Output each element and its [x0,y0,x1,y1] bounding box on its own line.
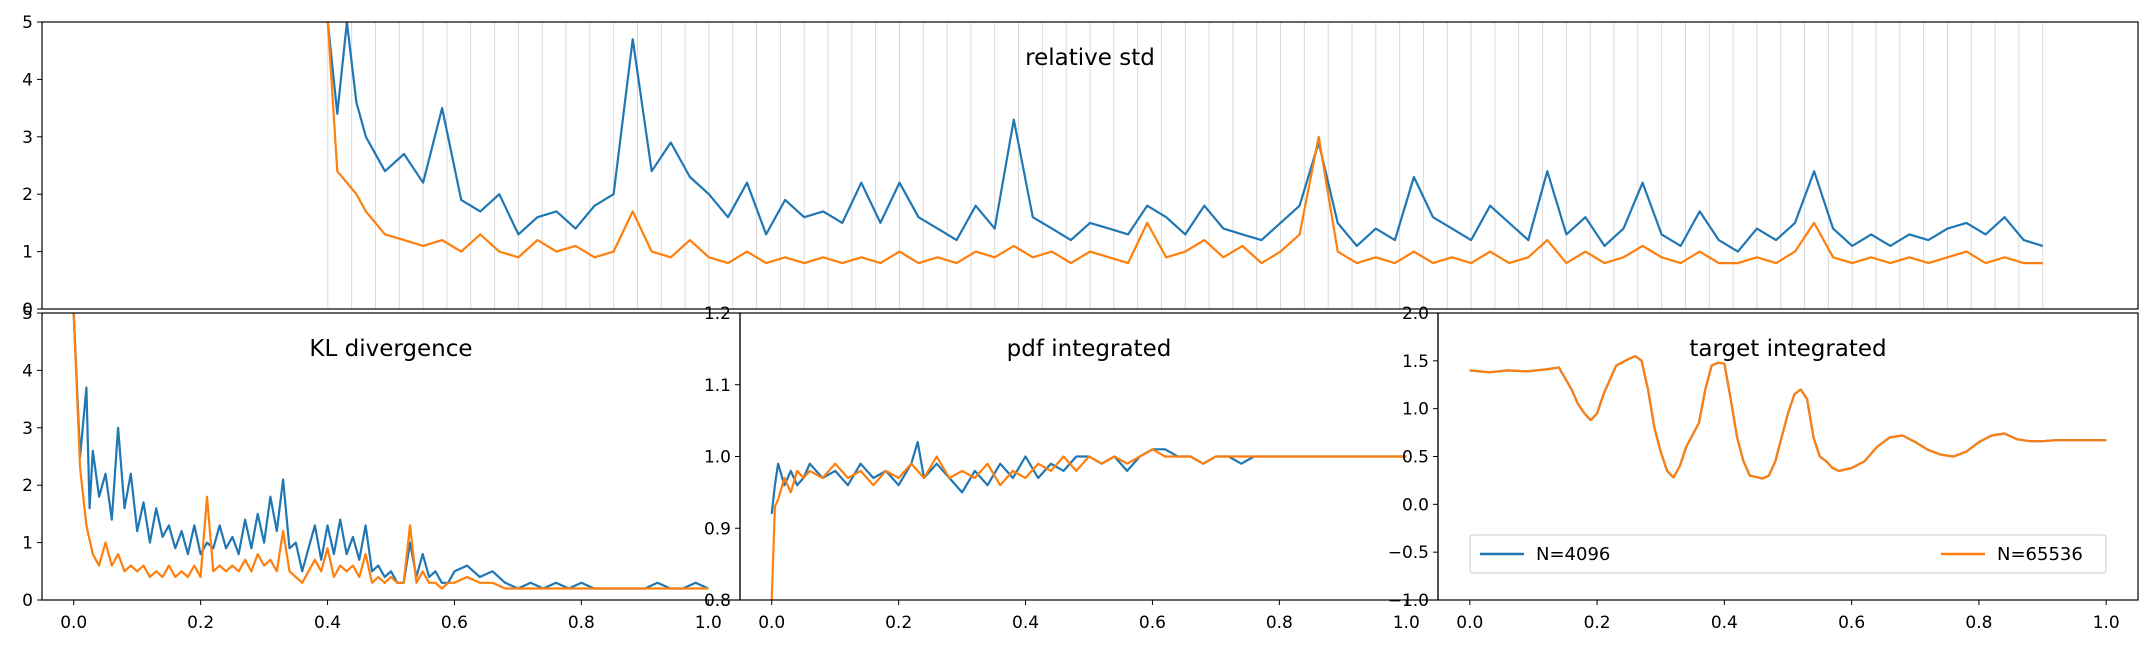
legend-label-n65536: N=65536 [1997,544,2083,565]
y-tick-label: 1.0 [1402,400,1429,420]
y-tick-label: 4 [22,361,33,381]
series-line-n65536 [1469,355,2107,480]
vertical-gridlines [327,22,2044,309]
y-tick-label: 2.0 [1402,304,1429,324]
series-group [770,441,1407,600]
x-tick-label: 0.2 [885,613,912,633]
x-tick-label: 0.0 [1456,613,1483,633]
y-tick-label: 0.5 [1402,448,1429,468]
x-tick-label: 0.6 [1838,613,1865,633]
panel-pdf-integrated: 0.8 0.9 1.0 1.1 1.2 0.0 0.2 0.4 0.6 0.8 1.0 pdf int… [704,304,1439,633]
x-tick-label: 0.4 [1711,613,1738,633]
series-line-n65536 [770,448,1407,600]
x-tick-label: 1.0 [695,613,722,633]
x-tick-label: 1.0 [1393,613,1420,633]
x-tick-label: 0.0 [60,613,87,633]
x-tick-label: 0.2 [187,613,214,633]
y-tick-label: 5 [22,304,33,324]
y-tick-label: 3 [22,419,33,439]
y-tick-label: 0 [22,300,33,320]
y-tick-label: 0.9 [704,519,731,539]
y-tick-label: 3 [22,128,33,148]
y-tick-label: 2 [22,476,33,496]
chart-title: relative std [1025,45,1155,71]
chart-title: target integrated [1689,336,1886,362]
x-tick-label: 0.4 [1012,613,1039,633]
panel-relative-std: 0 1 2 3 4 5 relative std [22,13,2139,320]
x-tick-label: 1.0 [2093,613,2120,633]
series-group [72,313,709,590]
y-tick-label: 2 [22,185,33,205]
y-tick-label: 5 [22,13,33,33]
y-tick-label: 1.0 [704,448,731,468]
y-tick-label: 1.2 [704,304,731,324]
x-tick-label: 0.2 [1584,613,1611,633]
x-tick-label: 0.6 [1139,613,1166,633]
x-tick-label: 0.8 [1266,613,1293,633]
y-tick-label: 1 [22,534,33,554]
chart-title: KL divergence [309,336,472,362]
x-tick-label: 0.6 [441,613,468,633]
series-line-n65536 [326,22,2043,265]
series-line-n4096 [326,22,2044,253]
series-group [326,22,2044,265]
y-tick-label: 1.5 [1402,352,1429,372]
x-tick-label: 0.8 [1965,613,1992,633]
x-tick-label: 0.0 [758,613,785,633]
x-tick-label: 0.8 [568,613,595,633]
y-tick-label: 0.0 [1402,495,1429,515]
axes-frame [41,21,2139,310]
panel-target-integrated: −1.0 −0.5 0.0 0.5 1.0 1.5 2.0 0.0 0.2 0.4 0.6 0.8 1.… [1388,304,2139,633]
y-tick-label: −0.5 [1388,543,1429,563]
y-tick-label: 4 [22,70,33,90]
series-line-n65536 [72,313,709,590]
x-tick-label: 0.4 [314,613,341,633]
y-tick-label: 1 [22,243,33,263]
legend: N=4096 N=65536 [1469,534,2107,574]
y-tick-label: 0.8 [704,591,731,611]
y-tick-label: 1.1 [704,376,731,396]
series-line-n4096 [72,313,709,590]
y-tick-label: −1.0 [1388,591,1429,611]
chart-title: pdf integrated [1007,336,1172,362]
legend-frame [1469,534,2107,574]
legend-label-n4096: N=4096 [1536,544,1610,565]
series-group [1469,355,2107,480]
y-tick-label: 0 [22,591,33,611]
